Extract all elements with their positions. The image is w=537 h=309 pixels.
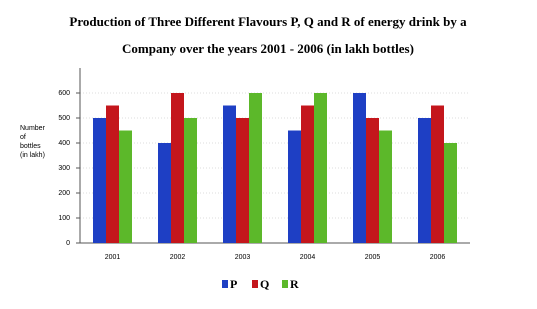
y-axis-label: bottles <box>20 143 41 150</box>
y-tick-label: 200 <box>58 190 70 197</box>
y-axis-label: (in lakh) <box>20 152 45 159</box>
chart-title: Company over the years 2001 - 2006 (in l… <box>122 41 414 56</box>
y-tick-label: 500 <box>58 115 70 122</box>
chart-title: Production of Three Different Flavours P… <box>69 14 467 29</box>
y-tick-label: 0 <box>66 240 70 247</box>
y-tick-label: 100 <box>58 215 70 222</box>
bar <box>158 143 171 243</box>
bar <box>171 93 184 243</box>
x-tick-label: 2003 <box>235 254 251 261</box>
bar <box>184 118 197 243</box>
bar <box>444 143 457 243</box>
x-tick-label: 2002 <box>170 254 186 261</box>
y-axis-label: of <box>20 134 26 141</box>
bar <box>431 105 444 243</box>
x-tick-label: 2005 <box>365 254 381 261</box>
x-tick-label: 2006 <box>430 254 446 261</box>
bar <box>249 93 262 243</box>
y-tick-label: 400 <box>58 140 70 147</box>
legend-label: R <box>290 277 299 291</box>
legend-swatch <box>282 280 288 288</box>
y-tick-label: 600 <box>58 90 70 97</box>
legend-label: Q <box>260 277 269 291</box>
bar <box>288 130 301 243</box>
bar <box>418 118 431 243</box>
bar <box>314 93 327 243</box>
x-tick-label: 2001 <box>105 254 121 261</box>
y-axis-label: Number <box>20 125 46 132</box>
bar <box>366 118 379 243</box>
bar <box>119 130 132 243</box>
y-tick-label: 300 <box>58 165 70 172</box>
x-tick-label: 2004 <box>300 254 316 261</box>
legend-swatch <box>252 280 258 288</box>
legend-label: P <box>230 277 237 291</box>
legend-swatch <box>222 280 228 288</box>
bar <box>353 93 366 243</box>
bar <box>223 105 236 243</box>
bar <box>236 118 249 243</box>
bar <box>93 118 106 243</box>
bar <box>379 130 392 243</box>
bar <box>301 105 314 243</box>
bar <box>106 105 119 243</box>
